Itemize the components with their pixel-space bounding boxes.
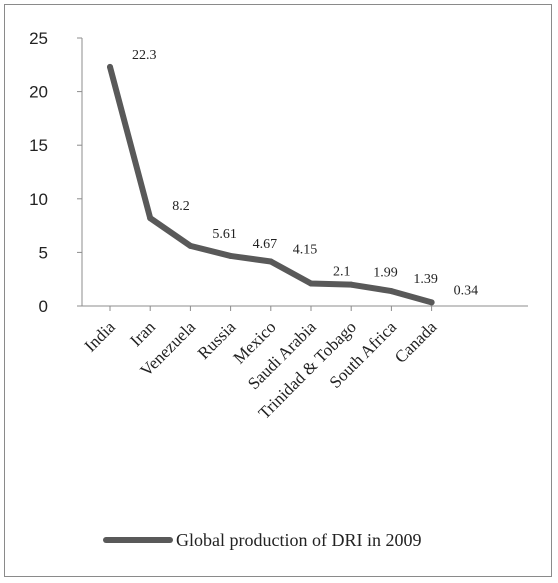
- data-label: 1.39: [413, 272, 438, 287]
- data-label: 4.15: [293, 243, 318, 258]
- x-tick-label: Iran: [126, 317, 159, 350]
- y-tick-label: 15: [29, 136, 48, 155]
- data-point: [187, 242, 194, 249]
- data-point: [107, 63, 113, 70]
- data-label: 1.99: [373, 266, 398, 281]
- y-tick-label: 0: [39, 297, 48, 316]
- data-label: 8.2: [172, 199, 190, 214]
- chart-frame: [4, 4, 552, 577]
- y-tick-label: 5: [39, 243, 48, 262]
- x-tick-label: India: [81, 317, 119, 355]
- data-point: [428, 299, 435, 306]
- data-point: [308, 280, 314, 287]
- data-label: 0.34: [454, 283, 479, 298]
- data-point: [348, 281, 355, 288]
- chart-data-labels: 22.3 8.2 5.61 4.67 4.15 2.1 1.99 1.39 0.34: [132, 48, 478, 298]
- x-tick-label: Canada: [391, 317, 441, 367]
- data-point: [227, 252, 234, 259]
- y-tick-label: 20: [29, 83, 48, 102]
- data-label: 4.67: [253, 237, 278, 252]
- data-label: 2.1: [333, 264, 351, 279]
- data-point: [147, 215, 154, 222]
- data-point: [267, 258, 274, 265]
- y-tick-label: 10: [29, 190, 48, 209]
- legend-label: Global production of DRI in 2009: [176, 530, 421, 550]
- data-point: [388, 288, 395, 295]
- chart-series: [107, 63, 435, 306]
- chart-legend: Global production of DRI in 2009: [103, 530, 421, 550]
- data-label: 5.61: [212, 227, 237, 242]
- data-label: 22.3: [132, 48, 157, 63]
- y-tick-label: 25: [29, 29, 48, 48]
